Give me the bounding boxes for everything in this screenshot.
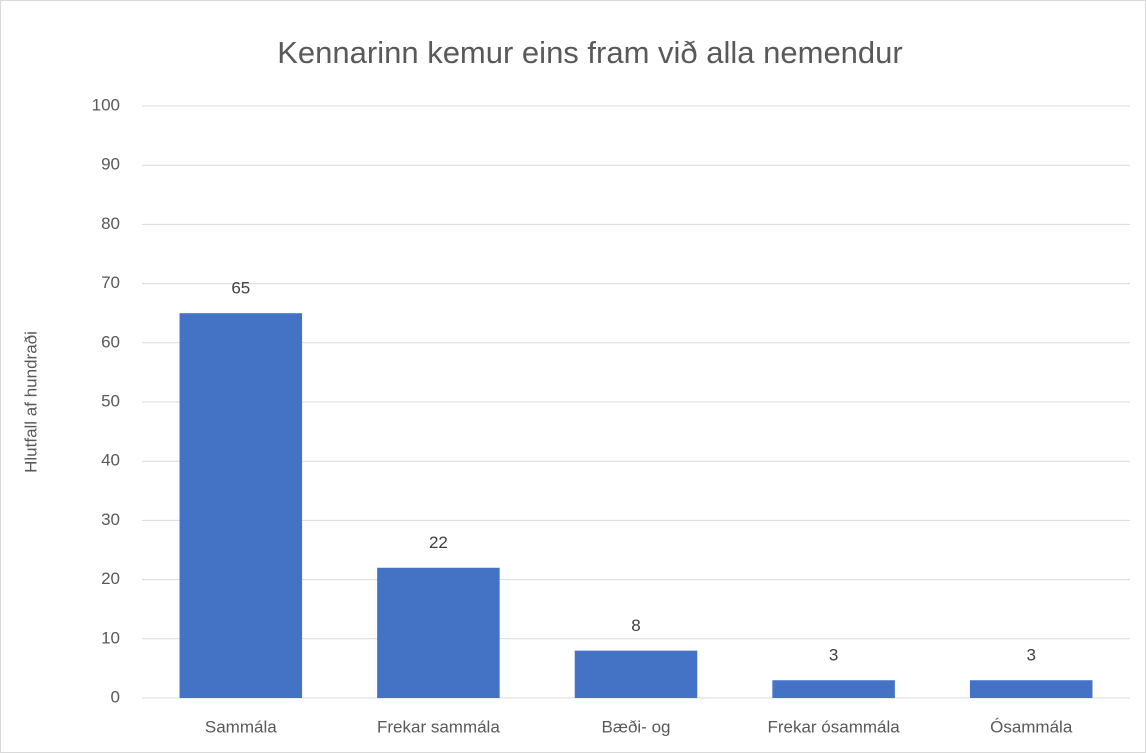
- bar: [969, 680, 1093, 698]
- bar: [772, 680, 895, 698]
- y-tick-label: 80: [101, 214, 120, 233]
- y-tick-label: 20: [101, 569, 120, 588]
- y-tick-label: 100: [92, 95, 120, 114]
- chart-title: Kennarinn kemur eins fram við alla nemen…: [277, 35, 902, 70]
- y-axis-label: Hlutfall af hundraði: [21, 331, 40, 473]
- y-tick-label: 30: [101, 510, 120, 529]
- x-tick-label: Frekar sammála: [377, 717, 500, 736]
- x-tick-label: Ósammála: [990, 717, 1073, 736]
- y-tick-label: 70: [101, 273, 120, 292]
- y-tick-label: 40: [101, 451, 120, 470]
- bar: [574, 650, 698, 698]
- y-tick-label: 90: [101, 155, 120, 174]
- data-label: 65: [231, 279, 250, 298]
- x-tick-label: Bæði- og: [602, 717, 671, 736]
- bar: [179, 313, 303, 698]
- y-tick-label: 10: [101, 628, 120, 647]
- data-label: 3: [829, 646, 838, 665]
- y-tick-label: 60: [101, 332, 120, 351]
- x-tick-label: Frekar ósammála: [767, 717, 900, 736]
- data-label: 8: [631, 616, 640, 635]
- x-tick-label: Sammála: [205, 717, 277, 736]
- data-label: 22: [429, 533, 448, 552]
- y-tick-label: 50: [101, 391, 120, 410]
- bar: [377, 567, 500, 698]
- y-tick-label: 0: [111, 687, 120, 706]
- data-label: 3: [1026, 646, 1035, 665]
